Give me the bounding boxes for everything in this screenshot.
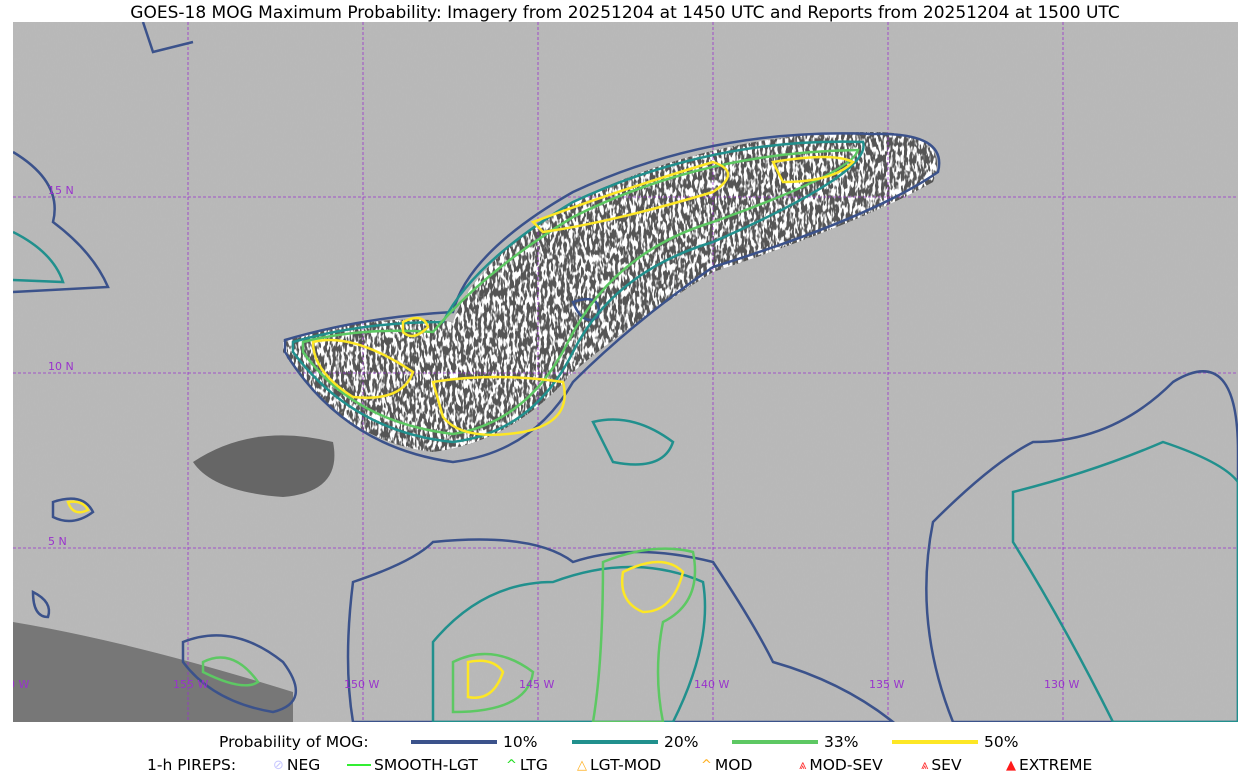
probability-10-contours bbox=[13, 22, 1238, 722]
line-swatch-icon bbox=[572, 740, 658, 744]
legend-label: 10% bbox=[503, 733, 538, 751]
legend-label: EXTREME bbox=[1019, 756, 1093, 774]
lat-label: 5 N bbox=[48, 535, 67, 548]
lon-label: 145 W bbox=[519, 678, 554, 691]
lon-label: 140 W bbox=[694, 678, 729, 691]
lon-label: 150 W bbox=[344, 678, 379, 691]
filled-triangle-icon: ▲ bbox=[1006, 757, 1016, 773]
legend-item-50: 50% bbox=[892, 733, 1018, 751]
probability-50-contours bbox=[66, 155, 856, 699]
legend-label: 33% bbox=[824, 733, 859, 751]
line-swatch-icon bbox=[411, 740, 497, 744]
line-swatch-icon bbox=[892, 740, 978, 744]
legend-label: LTG bbox=[519, 756, 548, 774]
legend-label: 50% bbox=[984, 733, 1019, 751]
legend-label: 20% bbox=[664, 733, 699, 751]
legend-label: MOD-SEV bbox=[809, 756, 883, 774]
double-triangle-icon: ⩓ bbox=[799, 757, 807, 773]
line-swatch-icon bbox=[732, 740, 818, 744]
lon-label: 60 W bbox=[13, 678, 29, 691]
chart-title: GOES-18 MOG Maximum Probability: Imagery… bbox=[130, 3, 1120, 23]
longitude-gridlines bbox=[187, 22, 1064, 722]
caret-icon: ^ bbox=[506, 757, 517, 773]
longitude-labels: 60 W 155 W 150 W 145 W 140 W 135 W 130 W bbox=[13, 678, 1079, 691]
legend-label: SEV bbox=[931, 756, 962, 774]
line-icon bbox=[347, 764, 371, 766]
caret-icon: ^ bbox=[701, 757, 712, 773]
lon-label: 155 W bbox=[173, 678, 208, 691]
imagery-texture bbox=[13, 22, 1238, 722]
legend-label: SMOOTH-LGT bbox=[374, 756, 478, 774]
legend-label: NEG bbox=[286, 756, 321, 774]
legend-label: LGT-MOD bbox=[590, 756, 662, 774]
legend-item-10: 10% bbox=[411, 733, 537, 751]
lon-label: 135 W bbox=[869, 678, 904, 691]
latitude-gridlines bbox=[13, 196, 1238, 549]
legend-label: MOD bbox=[714, 756, 753, 774]
lon-label: 130 W bbox=[1044, 678, 1079, 691]
probability-legend-label: Probability of MOG: bbox=[219, 733, 369, 751]
lat-label: 15 N bbox=[48, 184, 74, 197]
pireps-legend-label: 1-h PIREPS: bbox=[147, 756, 237, 774]
neg-icon: ⊘ bbox=[273, 757, 284, 773]
latitude-labels: 15 N 10 N 5 N bbox=[48, 184, 74, 548]
triangle-underline-icon: △ bbox=[577, 757, 587, 773]
legend-item-33: 33% bbox=[732, 733, 858, 751]
probability-legend: Probability of MOG: 10% 20% 33% 50% bbox=[0, 733, 1250, 755]
double-caret-icon: ⩓ bbox=[921, 757, 929, 773]
probability-20-contours bbox=[13, 140, 1238, 722]
lat-label: 10 N bbox=[48, 360, 74, 373]
pireps-legend: 1-h PIREPS: ⊘ NEG SMOOTH-LGT ^ LTG △ LGT-MO… bbox=[0, 756, 1250, 778]
legend-item-20: 20% bbox=[572, 733, 698, 751]
satellite-map[interactable]: 60 W 155 W 150 W 145 W 140 W 135 W 130 W… bbox=[13, 22, 1238, 722]
